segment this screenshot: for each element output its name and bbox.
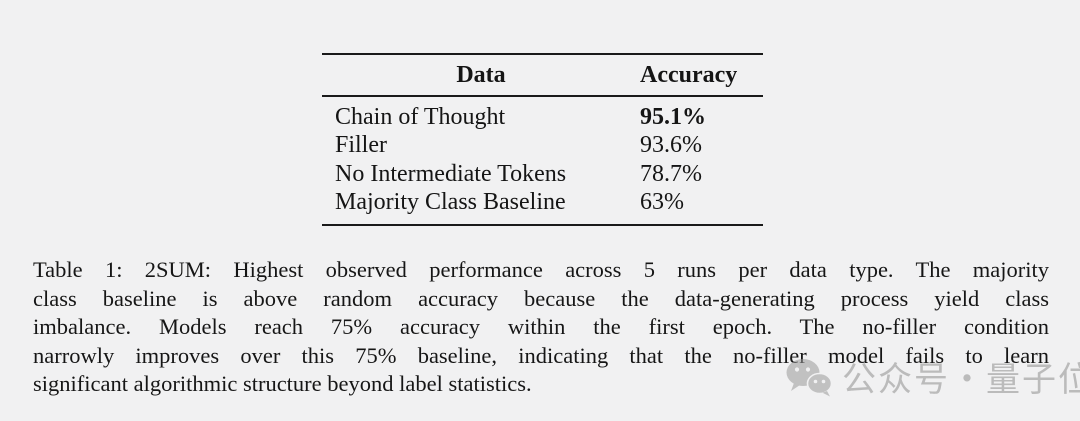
caption-line: imbalance. Models reach 75% accuracy wit… [33,314,1049,340]
caption-line: significant algorithmic structure beyond… [33,371,532,397]
cell-data: Chain of Thought [335,103,506,130]
table-top-rule [322,53,763,55]
cell-accuracy: 93.6% [640,132,702,158]
results-table: Data Accuracy Chain of Thought 95.1% Fil… [322,53,763,226]
table-body: Chain of Thought 95.1% Filler 93.6% No I… [322,97,763,224]
cell-data: No Intermediate Tokens [335,160,567,187]
caption-line: class baseline is above random accuracy … [33,285,1049,311]
table-mid-rule [322,95,763,97]
cell-accuracy: 78.7% [640,160,702,187]
cell-accuracy: 63% [640,189,684,215]
column-header-data: Data [456,61,506,88]
table-row: Filler 93.6% [322,131,763,160]
table-bottom-rule [322,223,763,226]
caption-line: Table 1: 2SUM: Highest observed performa… [33,257,1049,282]
cell-data: Majority Class Baseline [335,189,566,215]
table-row: No Intermediate Tokens 78.7% [322,160,763,189]
column-header-accuracy: Accuracy [640,61,738,88]
table-row: Chain of Thought 95.1% [322,103,763,132]
cell-accuracy: 95.1% [640,103,706,130]
caption-line: narrowly improves over this 75% baseline… [33,342,1049,368]
table-header-row: Data Accuracy [322,55,763,95]
table-caption: Table 1: 2SUM: Highest observed performa… [33,256,1049,399]
table-row: Majority Class Baseline 63% [322,188,763,217]
cell-data: Filler [335,132,387,158]
